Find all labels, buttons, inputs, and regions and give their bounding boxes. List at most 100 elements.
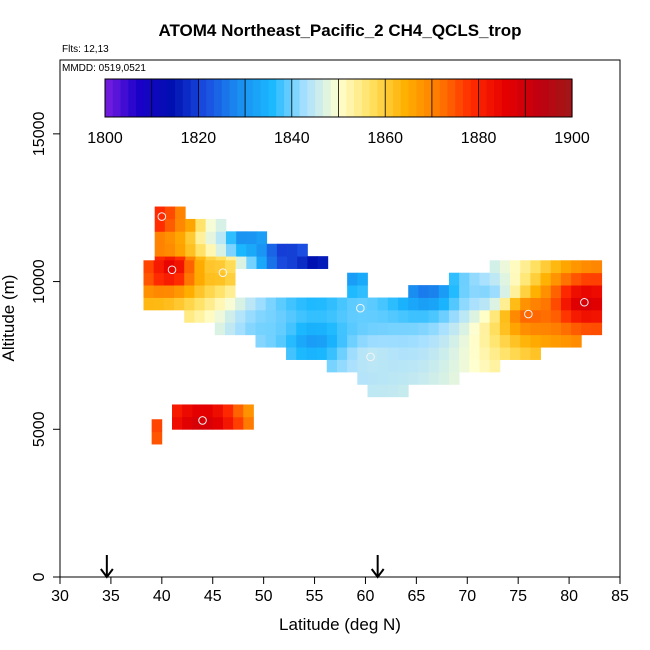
heat-cell <box>151 419 163 433</box>
x-tick-label: 45 <box>204 588 222 605</box>
heat-cell <box>164 206 176 220</box>
y-tick-label: 0 <box>31 572 48 581</box>
x-tick-label: 85 <box>611 588 629 605</box>
heat-cell <box>448 334 460 348</box>
colorbar-tick-label: 1820 <box>181 130 217 147</box>
heat-cell <box>387 309 399 323</box>
heat-cell <box>204 309 216 323</box>
heat-cell <box>357 309 368 323</box>
heat-cell <box>591 297 603 311</box>
heat-cell <box>398 347 409 360</box>
heat-cell <box>408 309 419 323</box>
heat-cell <box>222 416 234 430</box>
heat-cell <box>448 297 460 311</box>
heat-cell <box>225 243 237 257</box>
colorbar-swatch <box>564 79 573 117</box>
heat-cell <box>418 309 429 323</box>
heat-cell <box>154 218 166 232</box>
heat-cell <box>153 285 165 298</box>
heat-cell <box>151 431 163 445</box>
colorbar-swatch <box>136 79 145 117</box>
heat-cell <box>306 309 317 323</box>
heat-cell <box>438 297 450 311</box>
heat-cell <box>571 272 582 286</box>
heat-cell <box>316 347 328 360</box>
heat-cell <box>377 371 389 385</box>
heat-cell <box>347 322 358 336</box>
heat-cell <box>194 285 205 298</box>
heat-cell <box>438 359 450 373</box>
heat-cell <box>469 309 480 323</box>
heat-cell <box>153 272 165 286</box>
heat-cell <box>550 322 562 336</box>
heat-cell <box>194 272 205 286</box>
heat-cell <box>287 243 298 257</box>
heat-cell <box>418 371 429 385</box>
y-tick-label: 15000 <box>31 112 48 157</box>
heat-cell <box>489 272 501 286</box>
heat-cell <box>286 334 297 348</box>
colorbar-swatch <box>252 79 262 117</box>
heat-cell <box>192 416 203 430</box>
heat-cell <box>398 359 409 373</box>
heat-cell <box>408 334 419 348</box>
heat-cell <box>489 309 501 323</box>
flight-marker <box>356 303 365 313</box>
colorbar-swatch <box>369 79 379 117</box>
colorbar-swatch <box>463 79 472 117</box>
heat-cell <box>185 243 196 257</box>
heat-cell <box>205 231 217 245</box>
heat-cell <box>195 231 206 245</box>
heat-cell <box>172 404 183 418</box>
heat-cell <box>357 334 368 348</box>
plot-frame <box>59 59 621 578</box>
heat-cell <box>367 371 379 385</box>
heat-cell <box>398 384 409 398</box>
heat-cell <box>489 285 501 298</box>
colorbar-tick-label: 1840 <box>274 130 310 147</box>
heat-cell <box>448 359 460 373</box>
heat-cell <box>510 260 521 274</box>
heat-cell <box>540 285 552 298</box>
heat-cell <box>520 334 531 348</box>
heat-cell <box>581 309 592 323</box>
heat-cell <box>550 297 562 311</box>
heat-cell <box>459 272 470 286</box>
y-tick-label: 10000 <box>31 259 48 304</box>
heat-cell <box>571 285 582 298</box>
heat-cell <box>357 285 368 298</box>
heat-cell <box>499 347 511 360</box>
heat-cell <box>540 272 552 286</box>
heat-cell <box>520 272 531 286</box>
heat-cell <box>387 347 399 360</box>
heat-cell <box>224 309 236 323</box>
heat-cell <box>192 404 203 418</box>
heat-cell <box>347 309 358 323</box>
heat-cell <box>235 322 246 336</box>
heat-cell <box>418 285 429 298</box>
heat-cell <box>510 322 521 336</box>
heat-cell <box>326 297 338 311</box>
heat-cell <box>316 334 328 348</box>
x-tick-label: 65 <box>407 588 425 605</box>
heat-cell <box>367 297 379 311</box>
heat-cell <box>367 384 379 398</box>
colorbar-swatch <box>439 79 449 117</box>
heat-cell <box>326 359 338 373</box>
heat-cell <box>336 297 348 311</box>
heat-cell <box>418 334 429 348</box>
heat-cell <box>408 285 419 298</box>
heat-cell <box>428 297 440 311</box>
heat-cell <box>265 309 277 323</box>
flight-marker <box>524 309 533 319</box>
heat-cell <box>459 322 470 336</box>
flight-marker <box>157 212 167 221</box>
heat-cell <box>256 256 268 269</box>
colorbar <box>104 78 573 118</box>
heat-cell <box>428 359 440 373</box>
heat-cell <box>550 285 562 298</box>
heat-cell <box>276 256 288 269</box>
heat-cell <box>489 347 501 360</box>
heat-cell <box>357 347 368 360</box>
